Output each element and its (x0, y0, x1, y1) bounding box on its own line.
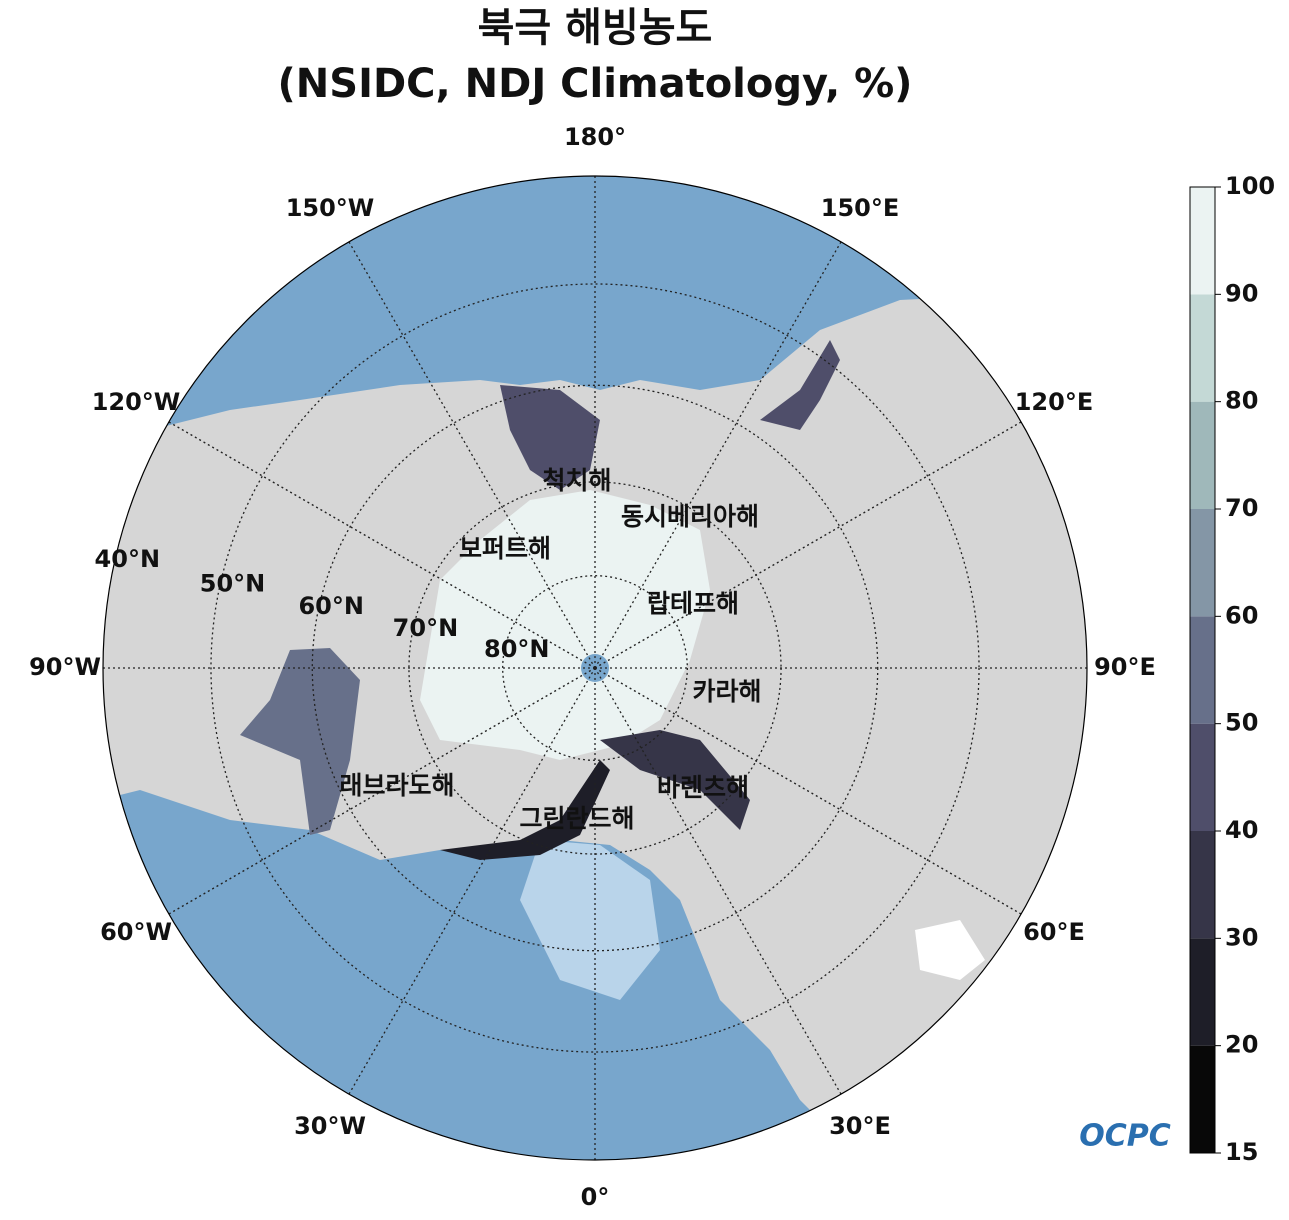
title: 북극 해빙농도 (478, 5, 713, 51)
meridian-label: 120°W (92, 388, 181, 416)
parallel-label: 40°N (95, 545, 160, 573)
meridian-label: 90°W (29, 653, 101, 681)
colorbar-label: 70 (1225, 494, 1258, 522)
meridian-label: 0° (581, 1183, 610, 1211)
basemap (103, 176, 1087, 1160)
logo: OCPC (1079, 1119, 1171, 1154)
colorbar-label: 60 (1225, 601, 1258, 629)
sea-label: 래브라도해 (339, 771, 454, 800)
meridian-label: 60°E (1023, 918, 1085, 946)
sea-label: 동시베리아해 (621, 502, 759, 531)
parallel-label: 80°N (484, 635, 549, 663)
colorbar-label: 15 (1225, 1138, 1258, 1166)
colorbar-bin (1190, 616, 1215, 724)
colorbar-bin (1190, 723, 1215, 831)
sea-label: 바렌츠해 (657, 773, 749, 802)
sea-label: 그린란드해 (519, 804, 634, 833)
graticule (103, 176, 1087, 1160)
parallel-line (311, 384, 879, 952)
meridian-label: 30°E (829, 1112, 891, 1140)
meridian-label: 30°W (294, 1112, 366, 1140)
parallel-label: 60°N (298, 592, 363, 620)
meridian-line (594, 241, 842, 669)
parallel-line (408, 481, 782, 855)
meridian-line (594, 667, 1022, 915)
sea-label: 척치해 (542, 466, 611, 495)
subtitle: (NSIDC, NDJ Climatology, %) (278, 61, 913, 107)
sea-label: 카라해 (692, 677, 761, 706)
colorbar-bin (1190, 294, 1215, 402)
meridian-label: 90°E (1094, 653, 1156, 681)
meridian-line (594, 421, 1022, 669)
parallel-label: 70°N (393, 614, 458, 642)
colorbar-bin (1190, 401, 1215, 509)
colorbar-label: 20 (1225, 1031, 1258, 1059)
colorbar-label: 80 (1225, 387, 1258, 415)
meridian-line (168, 667, 596, 915)
colorbar-bin (1190, 831, 1215, 939)
meridian-label: 150°E (821, 194, 900, 222)
colorbar-label: 50 (1225, 709, 1258, 737)
sea-label: 보퍼트해 (459, 534, 551, 563)
parallel-label: 50°N (200, 569, 265, 597)
colorbar-bin (1190, 938, 1215, 1046)
colorbar-label: 100 (1225, 172, 1275, 200)
colorbar-label: 40 (1225, 816, 1258, 844)
meridian-label: 150°W (286, 194, 375, 222)
colorbar-bin (1190, 1045, 1215, 1153)
colorbar-label: 30 (1225, 923, 1258, 951)
meridian-label: 120°E (1015, 388, 1094, 416)
meridian-line (594, 667, 842, 1095)
sea-label: 랍테프해 (647, 589, 739, 618)
meridian-line (168, 421, 596, 669)
colorbar-bin (1190, 509, 1215, 617)
map-boundary (102, 175, 1088, 1161)
meridian-label: 180° (564, 123, 626, 151)
colorbar-frame (1189, 186, 1216, 1154)
colorbar-bin (1190, 187, 1215, 295)
meridian-line (348, 241, 596, 669)
parallel-line (502, 575, 688, 761)
colorbar-label: 90 (1225, 279, 1258, 307)
meridian-line (348, 667, 596, 1095)
parallel-line (210, 283, 980, 1053)
meridian-label: 60°W (100, 918, 172, 946)
